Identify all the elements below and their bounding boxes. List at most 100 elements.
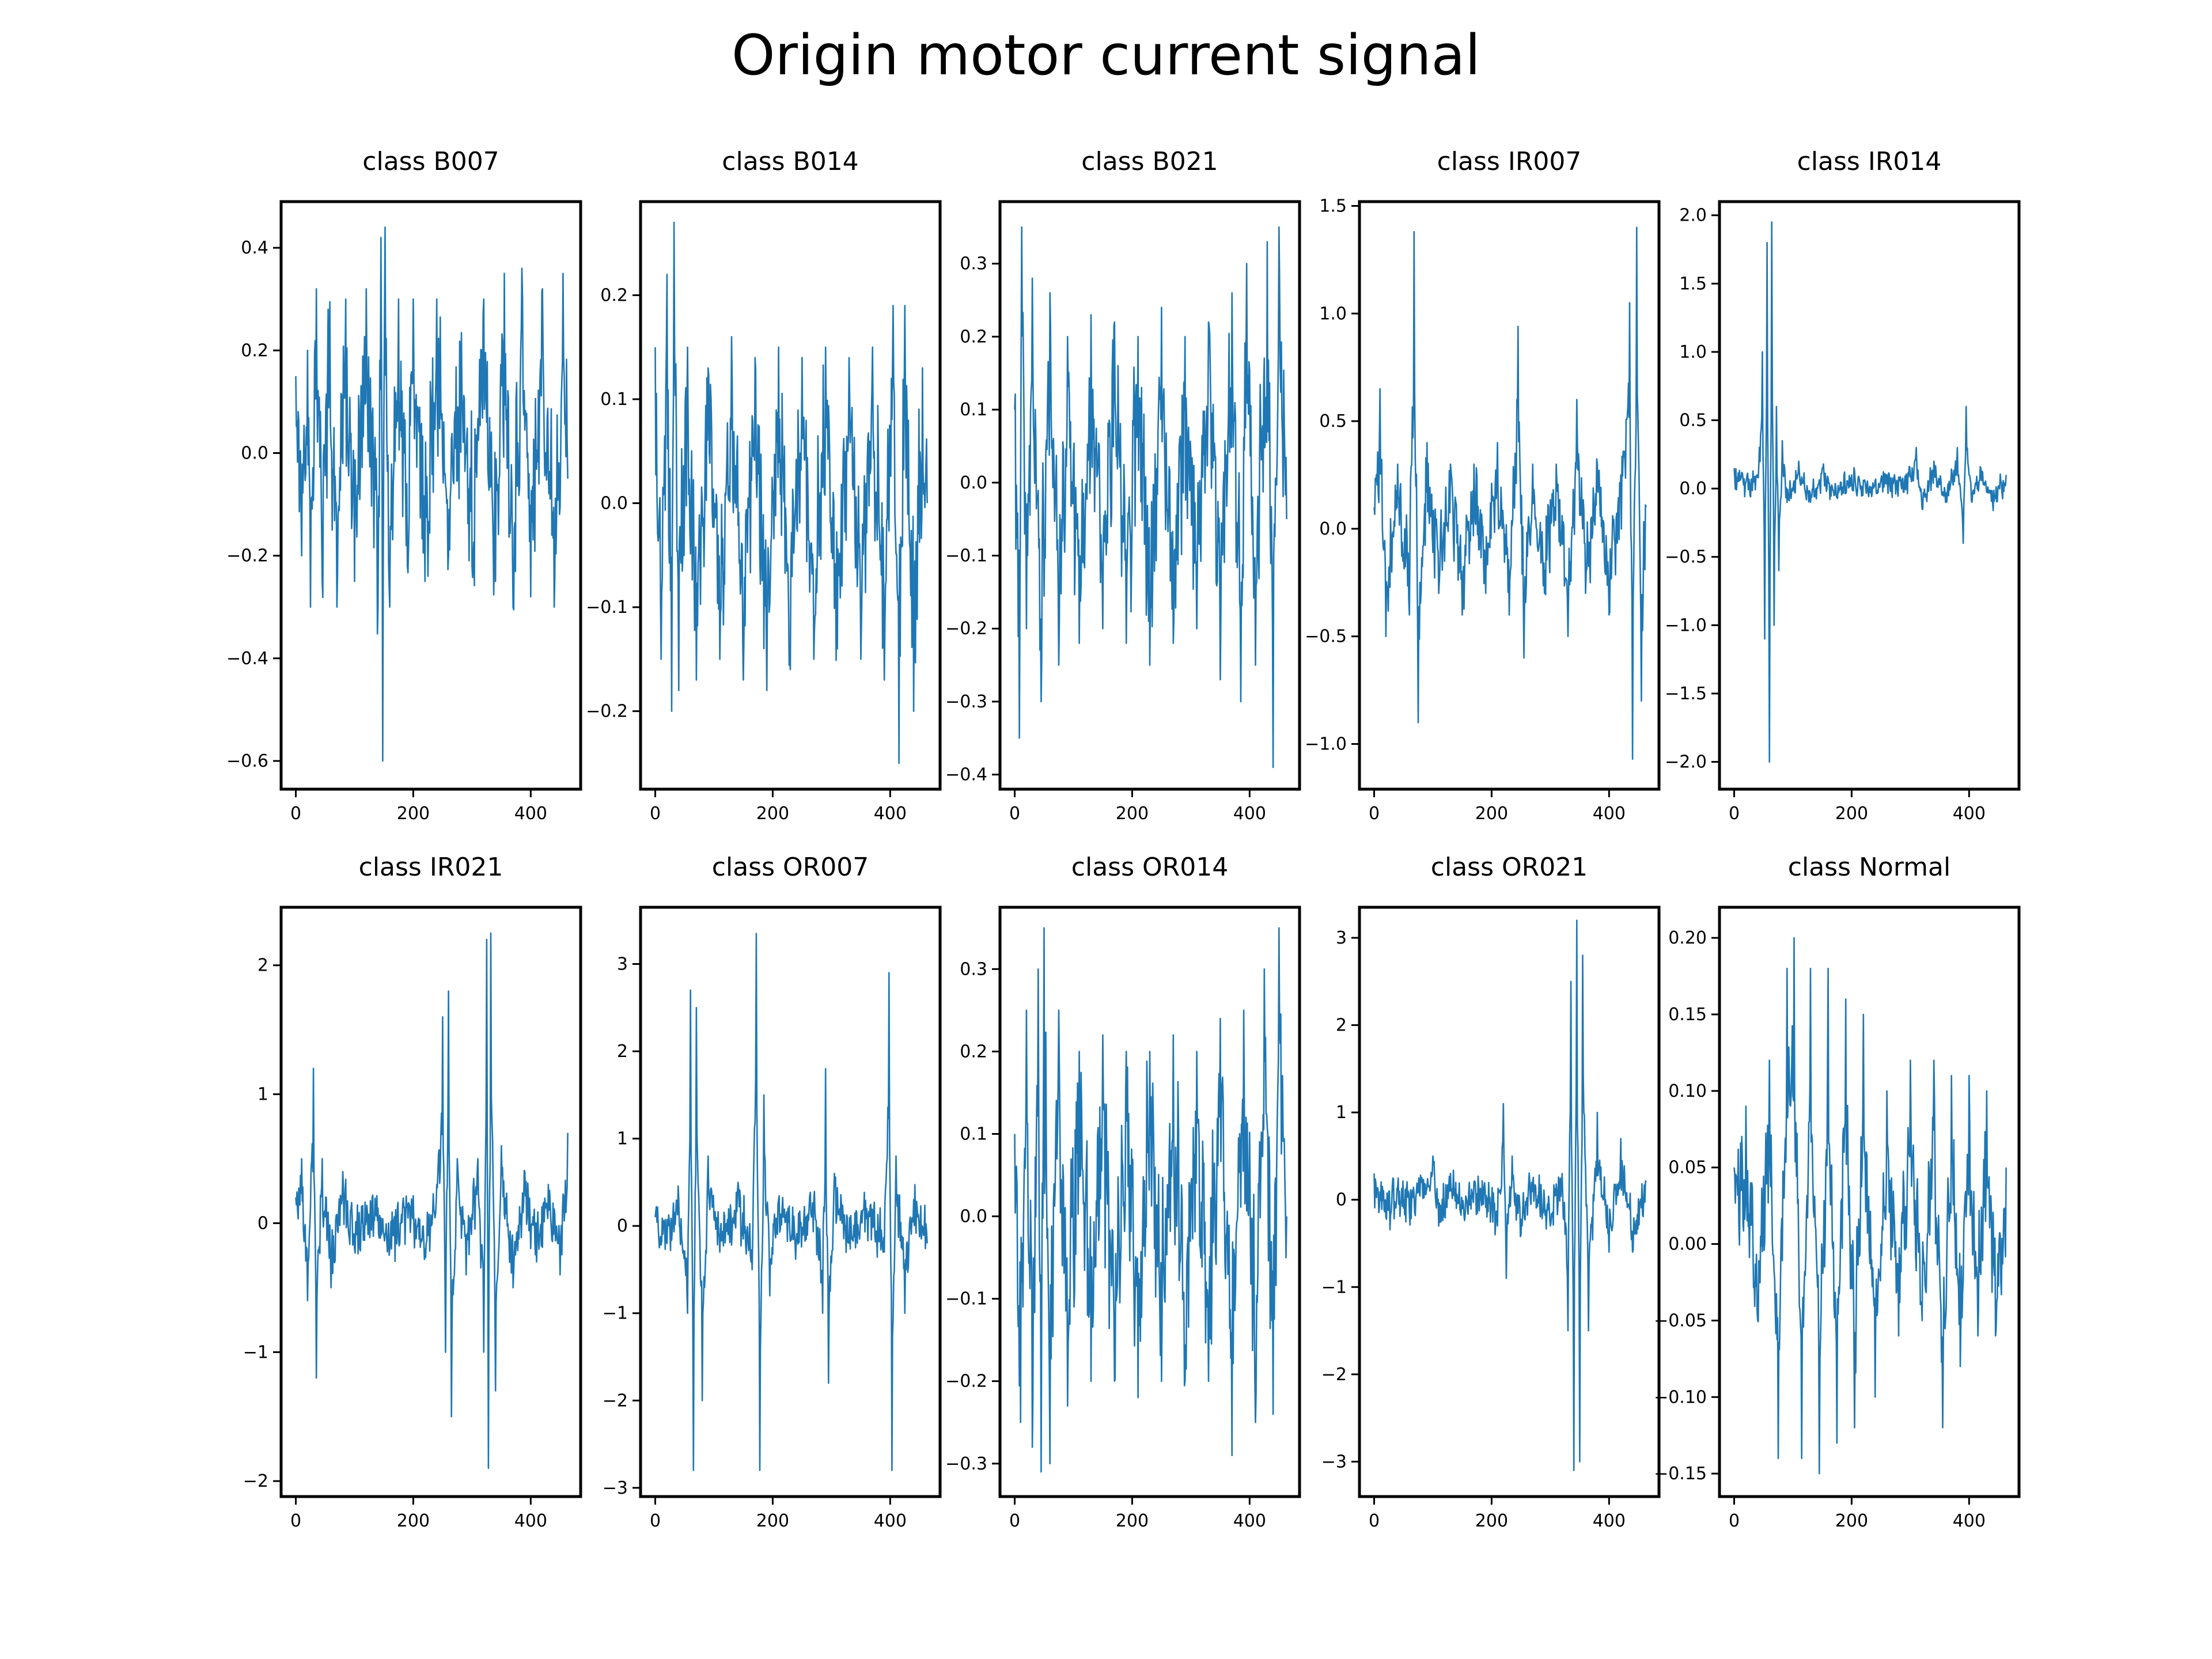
signal-line — [1373, 919, 1647, 1471]
x-tick-label: 200 — [1475, 804, 1508, 824]
subplot-title: class B007 — [362, 147, 499, 176]
subplot-title: class OR007 — [712, 853, 869, 882]
y-tick-label: 0.3 — [960, 254, 987, 274]
subplot-class-or007: class OR007 0 200 400 3 2 1 0 −1 −2 −3 — [603, 853, 942, 1531]
subplot-class-b014: class B014 0 200 400 0.2 0.1 0.0 −0.1 −0.2 — [586, 147, 942, 824]
y-tick-label: 0.0 — [241, 444, 268, 464]
x-tick-label: 0 — [1729, 804, 1740, 824]
y-tick-label: −2.0 — [1665, 752, 1707, 772]
subplot-class-b007: class B007 0 200 400 0.4 0.2 0.0 −0.2 −0.4 −0.6 — [226, 147, 582, 824]
y-tick-label: 2 — [257, 956, 268, 976]
x-tick-label: 400 — [874, 804, 907, 824]
y-tick-label: −2 — [603, 1391, 628, 1411]
y-tick-label: −0.2 — [945, 1372, 987, 1392]
x-tick-label: 200 — [1835, 1511, 1868, 1531]
x-tick-label: 0 — [1009, 804, 1020, 824]
y-tick-label: −0.6 — [226, 751, 268, 771]
axes-frame — [279, 906, 582, 1498]
x-tick-label: 200 — [1475, 1511, 1508, 1531]
y-tick-label: −0.2 — [945, 619, 987, 639]
y-tick-label: 0.00 — [1668, 1234, 1707, 1255]
signal-line — [295, 226, 569, 762]
x-tick-label: 200 — [1116, 804, 1149, 824]
subplot-class-normal: class Normal 0 200 400 0.20 0.15 0.10 0.05 0.00 −… — [1654, 853, 2021, 1531]
axes-frame — [998, 200, 1301, 791]
x-tick-label: 200 — [397, 1511, 430, 1531]
signal-line — [295, 932, 569, 1469]
y-tick-label: 1.0 — [1319, 304, 1347, 324]
y-tick-label: 1 — [1336, 1103, 1347, 1123]
y-tick-label: 2 — [1336, 1016, 1347, 1036]
axes-frame — [639, 200, 942, 791]
y-tick-label: 0.4 — [241, 238, 268, 258]
y-tick-label: 0.10 — [1668, 1081, 1707, 1101]
axes-frame — [279, 200, 582, 791]
y-tick-label: 0.0 — [960, 1207, 987, 1227]
y-tick-label: −0.15 — [1654, 1464, 1707, 1484]
signal-line — [654, 221, 928, 764]
x-tick-label: 0 — [1369, 1511, 1380, 1531]
x-tick-label: 0 — [1369, 804, 1380, 824]
axes-frame — [998, 906, 1301, 1498]
y-tick-label: −1.0 — [1665, 615, 1707, 635]
y-tick-label: 0 — [1336, 1190, 1347, 1210]
y-tick-label: −3 — [1321, 1452, 1347, 1472]
subplot-class-or014: class OR014 0 200 400 0.3 0.2 0.1 0.0 −0.1 −0.2 −0… — [945, 853, 1301, 1531]
x-tick-label: 400 — [1593, 804, 1626, 824]
y-tick-label: 3 — [617, 955, 628, 975]
y-tick-label: −1.5 — [1665, 684, 1707, 704]
y-tick-label: −0.4 — [226, 649, 268, 669]
x-tick-label: 400 — [514, 804, 547, 824]
y-tick-label: 0.0 — [1319, 519, 1347, 539]
subplot-title: class B014 — [722, 147, 858, 176]
y-tick-label: 2.0 — [1679, 206, 1707, 226]
y-tick-label: 0.0 — [960, 473, 987, 493]
signal-line — [1733, 937, 2007, 1475]
y-tick-label: −0.1 — [945, 546, 987, 566]
y-tick-label: 0.05 — [1668, 1158, 1707, 1178]
y-tick-label: 0.2 — [960, 1041, 987, 1062]
subplot-title: class IR021 — [359, 853, 503, 882]
axes-frame — [1718, 906, 2021, 1498]
subplot-class-ir021: class IR021 0 200 400 2 1 0 −1 −2 — [243, 853, 582, 1531]
axes-frame — [1358, 906, 1661, 1498]
x-tick-label: 0 — [1009, 1511, 1020, 1531]
y-tick-label: 0 — [257, 1213, 268, 1233]
axes-frame — [1358, 200, 1661, 791]
subplot-class-ir014: class IR014 0 200 400 2.0 1.5 1.0 0.5 0.0 −0.5 −1.… — [1665, 147, 2021, 824]
subplot-class-or021: class OR021 0 200 400 3 2 1 0 −1 −2 −3 — [1321, 853, 1661, 1531]
y-tick-label: 3 — [1336, 928, 1347, 948]
y-tick-label: 0.20 — [1668, 928, 1707, 948]
x-tick-label: 0 — [290, 1511, 301, 1531]
subplot-title: class IR007 — [1437, 147, 1582, 176]
x-tick-label: 400 — [514, 1511, 547, 1531]
y-tick-label: −1 — [603, 1304, 628, 1324]
y-tick-label: −0.2 — [226, 546, 268, 566]
subplot-class-b021: class B021 0 200 400 0.3 0.2 0.1 0.0 −0.1 −0.2 −0.… — [945, 147, 1301, 824]
x-tick-label: 0 — [650, 1511, 661, 1531]
y-tick-label: 1.5 — [1679, 274, 1707, 294]
subplot-title: class OR021 — [1431, 853, 1588, 882]
signal-line — [1014, 927, 1287, 1473]
y-tick-label: −0.5 — [1665, 547, 1707, 567]
axes-frame — [1718, 200, 2021, 791]
subplot-class-ir007: class IR007 0 200 400 1.5 1.0 0.5 0.0 −0.5 −1.0 — [1305, 147, 1661, 824]
subplot-title: class Normal — [1788, 853, 1950, 882]
y-tick-label: 1 — [617, 1129, 628, 1149]
x-tick-label: 200 — [756, 1511, 789, 1531]
y-tick-label: −0.1 — [586, 597, 628, 618]
y-tick-label: 1 — [257, 1085, 268, 1105]
y-tick-label: −1 — [1321, 1277, 1347, 1297]
y-tick-label: 0.2 — [600, 285, 628, 305]
x-tick-label: 0 — [1729, 1511, 1740, 1531]
y-tick-label: 2 — [617, 1041, 628, 1062]
axes-frame — [639, 906, 942, 1498]
y-tick-label: 0 — [617, 1216, 628, 1236]
y-tick-label: −1 — [243, 1342, 268, 1362]
y-tick-label: −0.3 — [945, 692, 987, 712]
subplot-title: class IR014 — [1797, 147, 1942, 176]
y-tick-label: −0.2 — [586, 702, 628, 722]
x-tick-label: 400 — [1233, 804, 1266, 824]
y-tick-label: 0.15 — [1668, 1005, 1707, 1025]
y-tick-label: −0.1 — [945, 1289, 987, 1309]
